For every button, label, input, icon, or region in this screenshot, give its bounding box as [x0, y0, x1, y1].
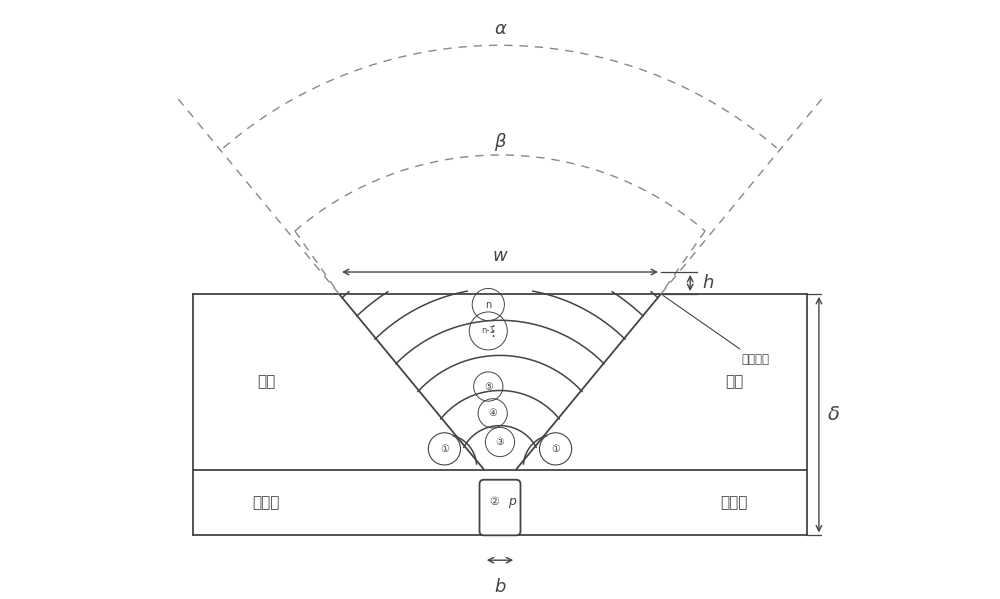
Text: p: p — [508, 495, 516, 508]
Text: ⑤: ⑤ — [484, 382, 493, 392]
Text: 基层: 基层 — [257, 374, 275, 389]
Text: β: β — [494, 132, 506, 150]
Text: 复合层: 复合层 — [252, 495, 280, 510]
Text: 坡口棒点: 坡口棒点 — [663, 295, 769, 366]
Text: ③: ③ — [496, 437, 504, 447]
Text: ④: ④ — [488, 409, 497, 418]
Text: ①: ① — [440, 444, 449, 454]
Text: n-1: n-1 — [481, 326, 495, 335]
Text: 基层: 基层 — [725, 374, 743, 389]
Text: 复合层: 复合层 — [720, 495, 748, 510]
Text: h: h — [702, 274, 713, 292]
FancyBboxPatch shape — [480, 480, 520, 536]
Text: ⋮: ⋮ — [485, 325, 500, 340]
Text: b: b — [494, 578, 506, 596]
Text: n: n — [485, 300, 491, 310]
Text: w: w — [493, 247, 507, 265]
Text: α: α — [494, 20, 506, 38]
Text: ②: ② — [489, 497, 499, 507]
Text: δ: δ — [828, 405, 840, 424]
Text: ①: ① — [551, 444, 560, 454]
